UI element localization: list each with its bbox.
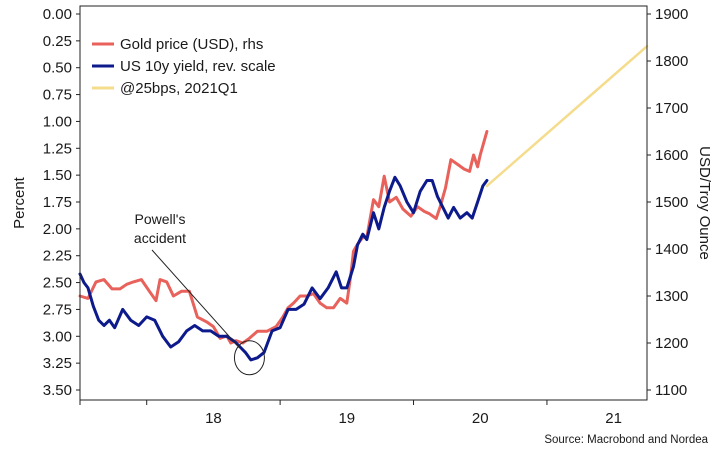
- left-tick-label: 0.50: [43, 60, 72, 77]
- right-tick-label: 1100: [655, 382, 687, 399]
- left-tick-label: 0.75: [43, 87, 72, 104]
- right-tick-label: 1400: [655, 241, 688, 258]
- left-tick-label: 2.25: [43, 248, 72, 265]
- right-tick-label: 1600: [655, 147, 688, 164]
- left-tick-label: 2.00: [43, 221, 72, 238]
- series-line: [78, 175, 489, 362]
- x-tick-label: 18: [205, 410, 222, 427]
- right-tick-label: 1800: [655, 53, 688, 70]
- left-tick-label: 1.75: [43, 194, 72, 211]
- series-line: [485, 44, 649, 188]
- legend: Gold price (USD), rhs US 10y yield, rev. …: [92, 36, 276, 97]
- left-axis-label: Percent: [11, 176, 28, 229]
- x-tick-label: 21: [605, 410, 622, 427]
- right-tick-label: 1900: [655, 6, 688, 23]
- right-axis-label: USD/Troy Ounce: [696, 146, 713, 260]
- legend-label: Gold price (USD), rhs: [120, 36, 263, 53]
- left-tick-label: 3.50: [43, 382, 72, 399]
- right-tick-label: 1500: [655, 194, 688, 211]
- series-layer: [78, 44, 649, 362]
- left-tick-label: 3.25: [43, 355, 72, 372]
- left-tick-label: 3.00: [43, 328, 72, 345]
- left-tick-label: 1.00: [43, 113, 72, 130]
- annotation-pointer: [151, 249, 240, 349]
- x-axis-ticks: 18 19 20 21: [79, 400, 622, 427]
- x-tick-label: 20: [472, 410, 489, 427]
- left-tick-label: 0.25: [43, 33, 72, 50]
- left-axis-ticks: 0.00 0.25 0.50 0.75 1.00 1.25 1.50 1.75 2.00 2.25…: [43, 6, 80, 399]
- right-axis-ticks: 1100 1200 1300 1400 1500 1600 1700 1800 1900: [647, 6, 688, 399]
- x-tick-label: 19: [338, 410, 355, 427]
- left-tick-label: 1.50: [43, 167, 72, 184]
- right-tick-label: 1700: [655, 100, 688, 117]
- plot-frame: [79, 5, 648, 401]
- left-tick-label: 2.75: [43, 301, 72, 318]
- annotation-circle: [233, 340, 265, 376]
- right-tick-label: 1200: [655, 335, 688, 352]
- left-tick-label: 0.00: [43, 6, 72, 23]
- right-tick-label: 1300: [655, 288, 688, 305]
- annotation-label: accident: [134, 230, 186, 246]
- source-note: Source: Macrobond and Nordea: [544, 434, 708, 446]
- left-tick-label: 1.25: [43, 140, 72, 157]
- annotation: Powell's accident: [134, 211, 265, 376]
- legend-label: @25bps, 2021Q1: [120, 80, 238, 97]
- annotation-label: Powell's: [135, 211, 186, 227]
- legend-label: US 10y yield, rev. scale: [120, 58, 276, 75]
- left-tick-label: 2.50: [43, 275, 72, 292]
